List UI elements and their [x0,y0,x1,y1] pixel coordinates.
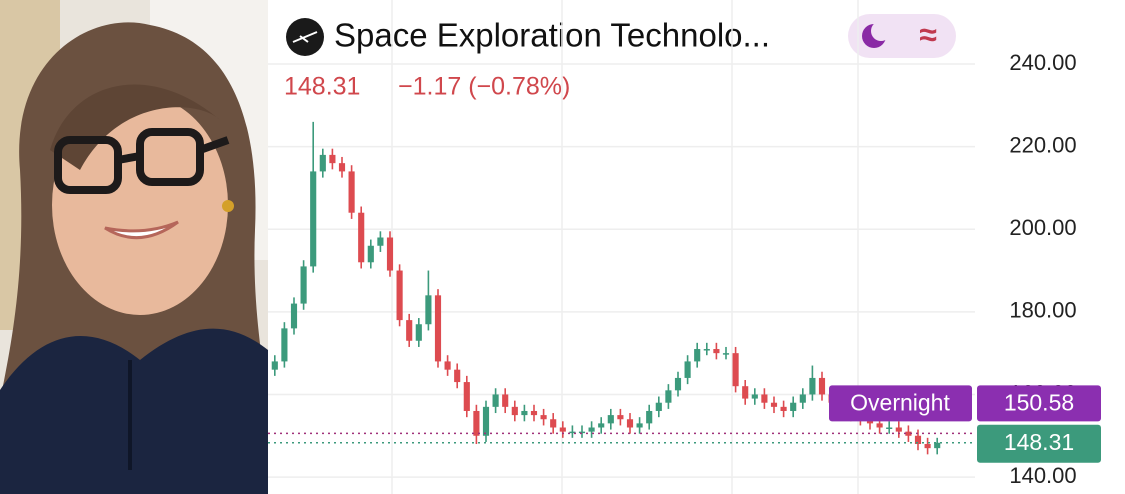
logo-mark [292,31,318,43]
candle-body [348,171,355,213]
candle-body [559,427,566,432]
candle-body [780,406,787,411]
candle-body [550,419,557,428]
candle-body [521,410,528,416]
candle-body [578,431,586,434]
candle-body [742,386,749,399]
candle-body [790,402,797,411]
candle-body [502,394,509,407]
candle-body [665,390,672,403]
candle-body [626,419,634,428]
candle-body [290,303,298,329]
price-overlay: Overnight 150.58 148.31 [268,385,1101,463]
y-tick-label: 240.00 [1009,50,1076,75]
overnight-price-label: 150.58 [1004,389,1074,415]
candle-body [636,423,643,428]
candle-body [406,320,413,341]
candle-body [646,410,653,424]
candle-body [319,154,326,172]
candle-body [530,410,538,416]
candle-body [300,266,307,304]
candle-body [607,415,614,424]
candle-body [281,328,288,362]
photo [0,0,268,494]
candle-body [444,361,451,370]
candle-body [473,410,480,436]
candle-body [617,415,624,420]
overnight-price-badge [977,385,1101,422]
candle-body [511,406,518,416]
candle-body [895,427,902,432]
candle-body [924,444,931,449]
candle-body [703,349,710,351]
candle-body [713,349,720,354]
candle-body [386,237,394,271]
candle-body [492,394,499,407]
candle-body [751,394,758,399]
candle-body [310,171,317,267]
candle-body [655,402,662,411]
session-badge [829,385,972,422]
candle-body [588,427,595,432]
candle-body [425,295,432,325]
candle-body [732,353,739,387]
candle-body [358,212,365,263]
candle-body [377,237,384,246]
candle-body [367,245,374,263]
candle-body [396,270,403,321]
candle-body [809,377,816,395]
price-change: −1.17 (−0.78%) [398,73,570,101]
candle-body [434,295,442,362]
moon-icon-cut [871,21,891,41]
last-price-badge-label: 148.31 [1004,429,1074,455]
candle-body [540,415,547,420]
y-tick-label: 140.00 [1009,463,1076,488]
candle-body [463,382,470,411]
candle-body [415,324,422,341]
session-label: Overnight [850,389,950,415]
y-tick-label: 180.00 [1009,298,1076,323]
candle-body [329,154,336,164]
last-price: 148.31 [284,73,360,101]
candle-body [684,361,691,378]
candle-body [905,431,912,436]
candle-body [569,431,576,434]
y-tick-label: 220.00 [1009,132,1076,157]
candle-body [886,427,893,429]
candle-body [799,394,806,403]
candle-body [338,163,346,172]
y-tick-label: 200.00 [1009,215,1076,240]
candle-body [876,423,883,428]
candle-body [722,353,730,355]
candle-body [914,435,922,445]
chart-title: Space Exploration Technolo... [334,17,770,54]
candle-body [482,406,490,436]
candle-body [934,442,941,449]
candle-body [770,402,778,407]
candle-body [818,377,826,395]
candle-body [271,361,278,370]
candle-body [598,423,605,428]
last-price-badge [977,424,1101,463]
wave-icon[interactable]: ≈ [919,16,937,52]
candle-body [694,349,701,362]
candle-body [761,394,768,403]
candle-body [674,377,682,391]
candle-body [454,369,461,383]
